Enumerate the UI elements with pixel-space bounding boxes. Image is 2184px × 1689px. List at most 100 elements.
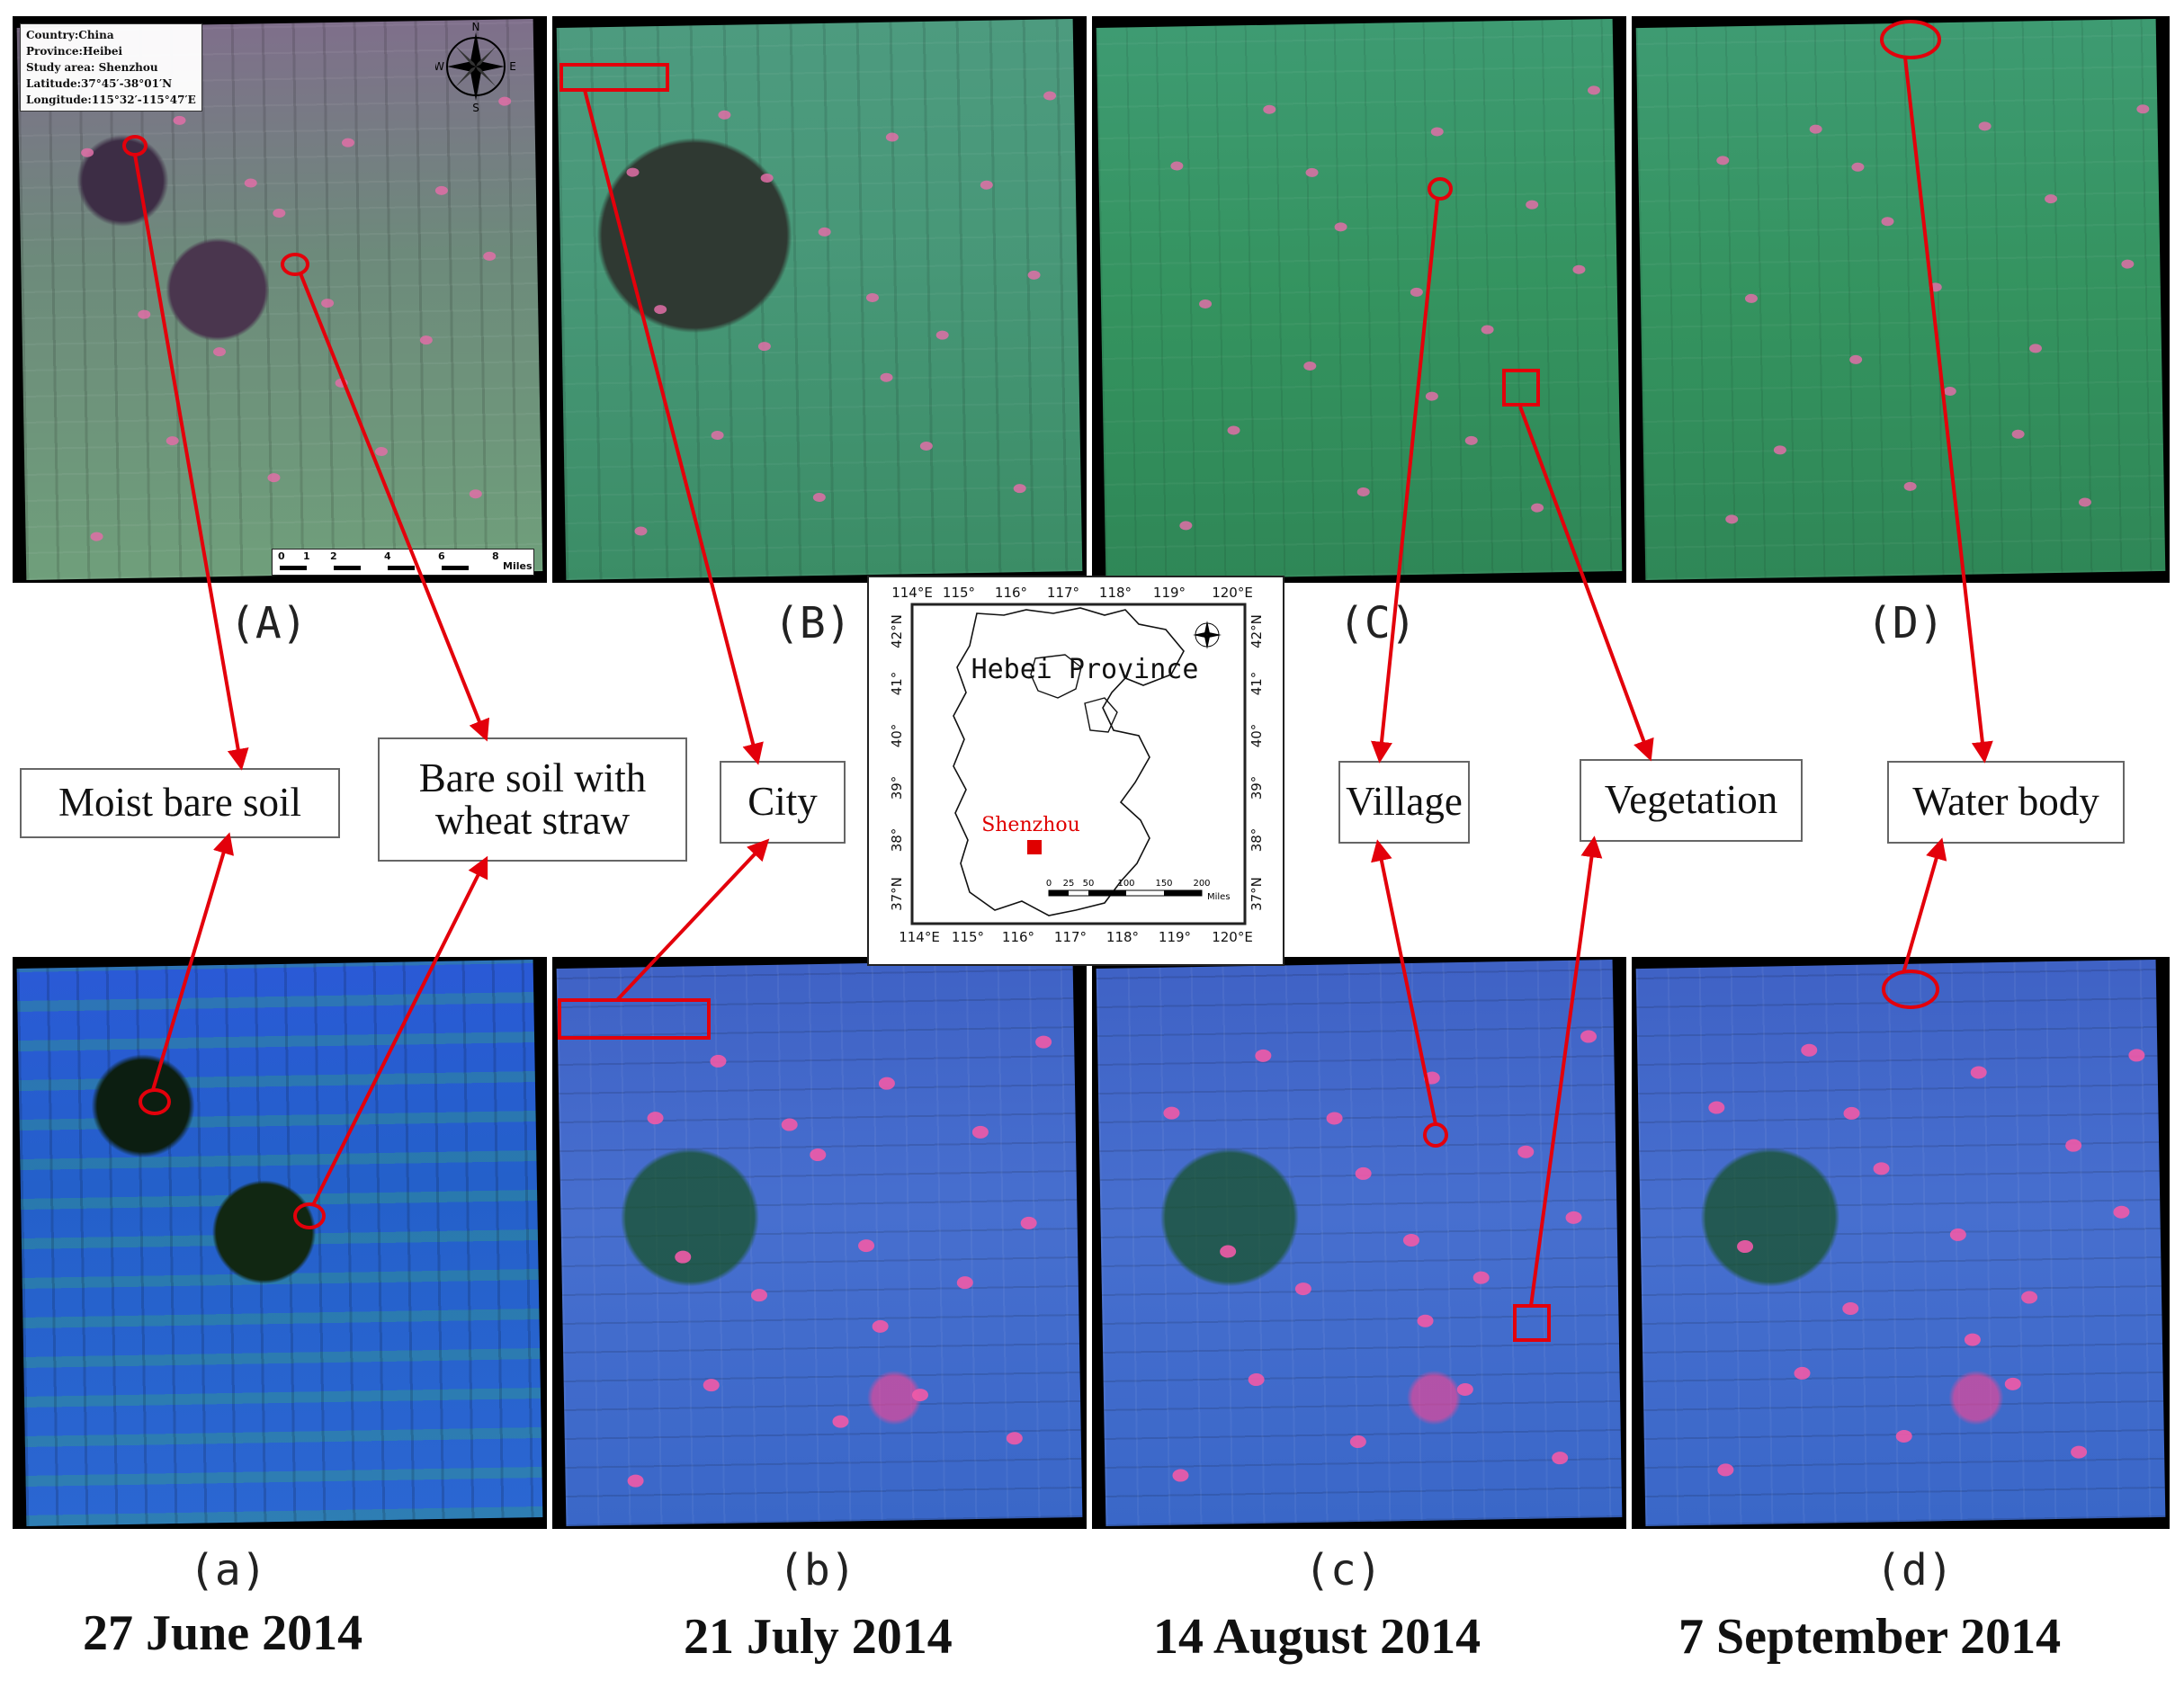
settlement-spot [626, 167, 640, 177]
scale-tick-4: 4 [384, 550, 391, 562]
settlement-spot [971, 1125, 989, 1139]
inset-scale-150: 150 [1155, 879, 1172, 889]
inset-title: Hebei Province [971, 654, 1199, 685]
label-B: (B) [774, 598, 852, 648]
settlement-spot [2064, 1139, 2082, 1153]
lon-tick-114-bottom: 114°E [899, 929, 940, 945]
settlement-spot [880, 372, 893, 382]
settlement-spot [375, 446, 389, 456]
lon-tick-120-top: 120°E [1212, 585, 1253, 601]
settlement-spot [1262, 104, 1276, 114]
settlement-spot [1481, 325, 1494, 335]
compass-s: S [472, 102, 479, 112]
class-box-village: Village [1338, 761, 1470, 844]
info-latitude: Latitude:37°45′-38°01′N [26, 77, 173, 90]
label-D: (D) [1866, 598, 1945, 648]
lat-tick-39-right: 39° [1249, 776, 1265, 800]
scale-tick-2: 2 [330, 550, 337, 562]
settlement-spot [711, 431, 724, 441]
class-box-city: City [720, 761, 846, 844]
settlement-spot [244, 178, 257, 188]
settlement-spot [1929, 282, 1942, 292]
lat-tick-40-right: 40° [1249, 724, 1265, 748]
settlement-spot [935, 330, 949, 340]
sar-image-august-composite [1096, 19, 1623, 580]
class-box-water-body: Water body [1887, 761, 2125, 844]
settlement-spot [1572, 264, 1586, 275]
class-text-village: Village [1346, 779, 1463, 825]
settlement-spot [2078, 497, 2091, 507]
inset-scale-bar: 0 25 50 100 150 200 Miles [1046, 879, 1231, 902]
settlement-spot [1873, 1162, 1890, 1175]
inset-site-label: Shenzhou [981, 814, 1080, 836]
label-b: (b) [778, 1545, 856, 1595]
settlement-spot [919, 441, 933, 451]
lon-ticks-bottom: 114°E 115° 116° 117° 118° 119° 120°E [899, 929, 1253, 945]
settlement-spot [1708, 1101, 1725, 1114]
settlement-spot [138, 309, 151, 319]
info-longitude: Longitude:115°32′-115°47′E [26, 94, 196, 106]
lat-ticks-right: 42°N 41° 40° 39° 38° 37°N [1249, 614, 1265, 911]
settlement-spot [1744, 293, 1758, 303]
info-province: Province:Heibei [26, 45, 123, 58]
label-d: (d) [1875, 1545, 1954, 1595]
label-A: (A) [229, 598, 308, 648]
hebei-location-map: 114°E 115° 116° 117° 118° 119° 120°E 114… [867, 576, 1284, 966]
settlement-spot [1801, 1043, 1818, 1057]
settlement-spot [886, 132, 900, 142]
settlement-spot [1179, 520, 1193, 531]
panel-d-image [1632, 957, 2170, 1529]
settlement-spot [1903, 481, 1917, 491]
class-text-bare-soil-line1: Bare soil with [418, 755, 647, 800]
settlement-spot [878, 1077, 895, 1090]
inset-scale-100: 100 [1117, 879, 1134, 889]
settlement-spot [1027, 271, 1042, 281]
settlement-spot [166, 436, 179, 446]
info-study-area: Study area: Shenzhou [26, 61, 158, 74]
label-c: (c) [1304, 1545, 1383, 1595]
classified-image-june [16, 960, 543, 1526]
lon-tick-116-top: 116° [995, 585, 1027, 601]
panel-D-image [1632, 16, 2170, 583]
settlement-spot [1227, 425, 1240, 435]
settlement-spot [865, 292, 879, 302]
settlement-spot [2028, 344, 2042, 353]
lat-tick-42-left: 42°N [889, 614, 905, 648]
settlement-spot [1895, 1429, 1913, 1443]
settlement-spot [1724, 514, 1738, 524]
lon-tick-115-bottom: 115° [952, 929, 984, 945]
class-text-bare-soil-line2: wheat straw [434, 798, 631, 843]
settlement-spot [1355, 1167, 1372, 1181]
settlement-spot [1472, 1271, 1490, 1284]
settlement-spot [857, 1238, 875, 1253]
settlement-spot [2113, 1205, 2130, 1219]
settlement-spot [1425, 391, 1438, 402]
settlement-spot [1978, 121, 1992, 130]
settlement-spot [1356, 487, 1371, 496]
scale-tick-1: 1 [303, 550, 310, 562]
settlement-spot [1949, 1228, 1966, 1241]
panel-B-image [552, 16, 1087, 583]
settlement-spot [1170, 161, 1184, 172]
settlement-spot [1417, 1314, 1434, 1327]
compass-rose-icon: N S W E [435, 22, 516, 112]
settlement-spot [1402, 1233, 1419, 1247]
lat-tick-41-left: 41° [889, 672, 905, 696]
settlement-spot [810, 1148, 827, 1161]
lon-ticks-top: 114°E 115° 116° 117° 118° 119° 120°E [891, 585, 1253, 601]
settlement-spot [812, 492, 826, 503]
settlement-spot [760, 173, 774, 183]
settlement-spot [781, 1117, 798, 1131]
settlement-spot [1013, 483, 1027, 494]
inset-scale-unit: Miles [1207, 892, 1231, 902]
compass-e: E [509, 60, 516, 73]
settlement-spot [2136, 104, 2150, 114]
settlement-spot [1517, 1145, 1535, 1158]
scale-unit: Miles [503, 560, 533, 572]
settlement-spot [1199, 299, 1213, 309]
info-country: Country:China [26, 29, 114, 41]
class-text-water-body: Water body [1912, 779, 2099, 825]
sar-image-july-composite [556, 19, 1083, 580]
settlement-spot [1295, 1282, 1312, 1296]
class-box-moist-bare-soil: Moist bare soil [20, 768, 340, 838]
